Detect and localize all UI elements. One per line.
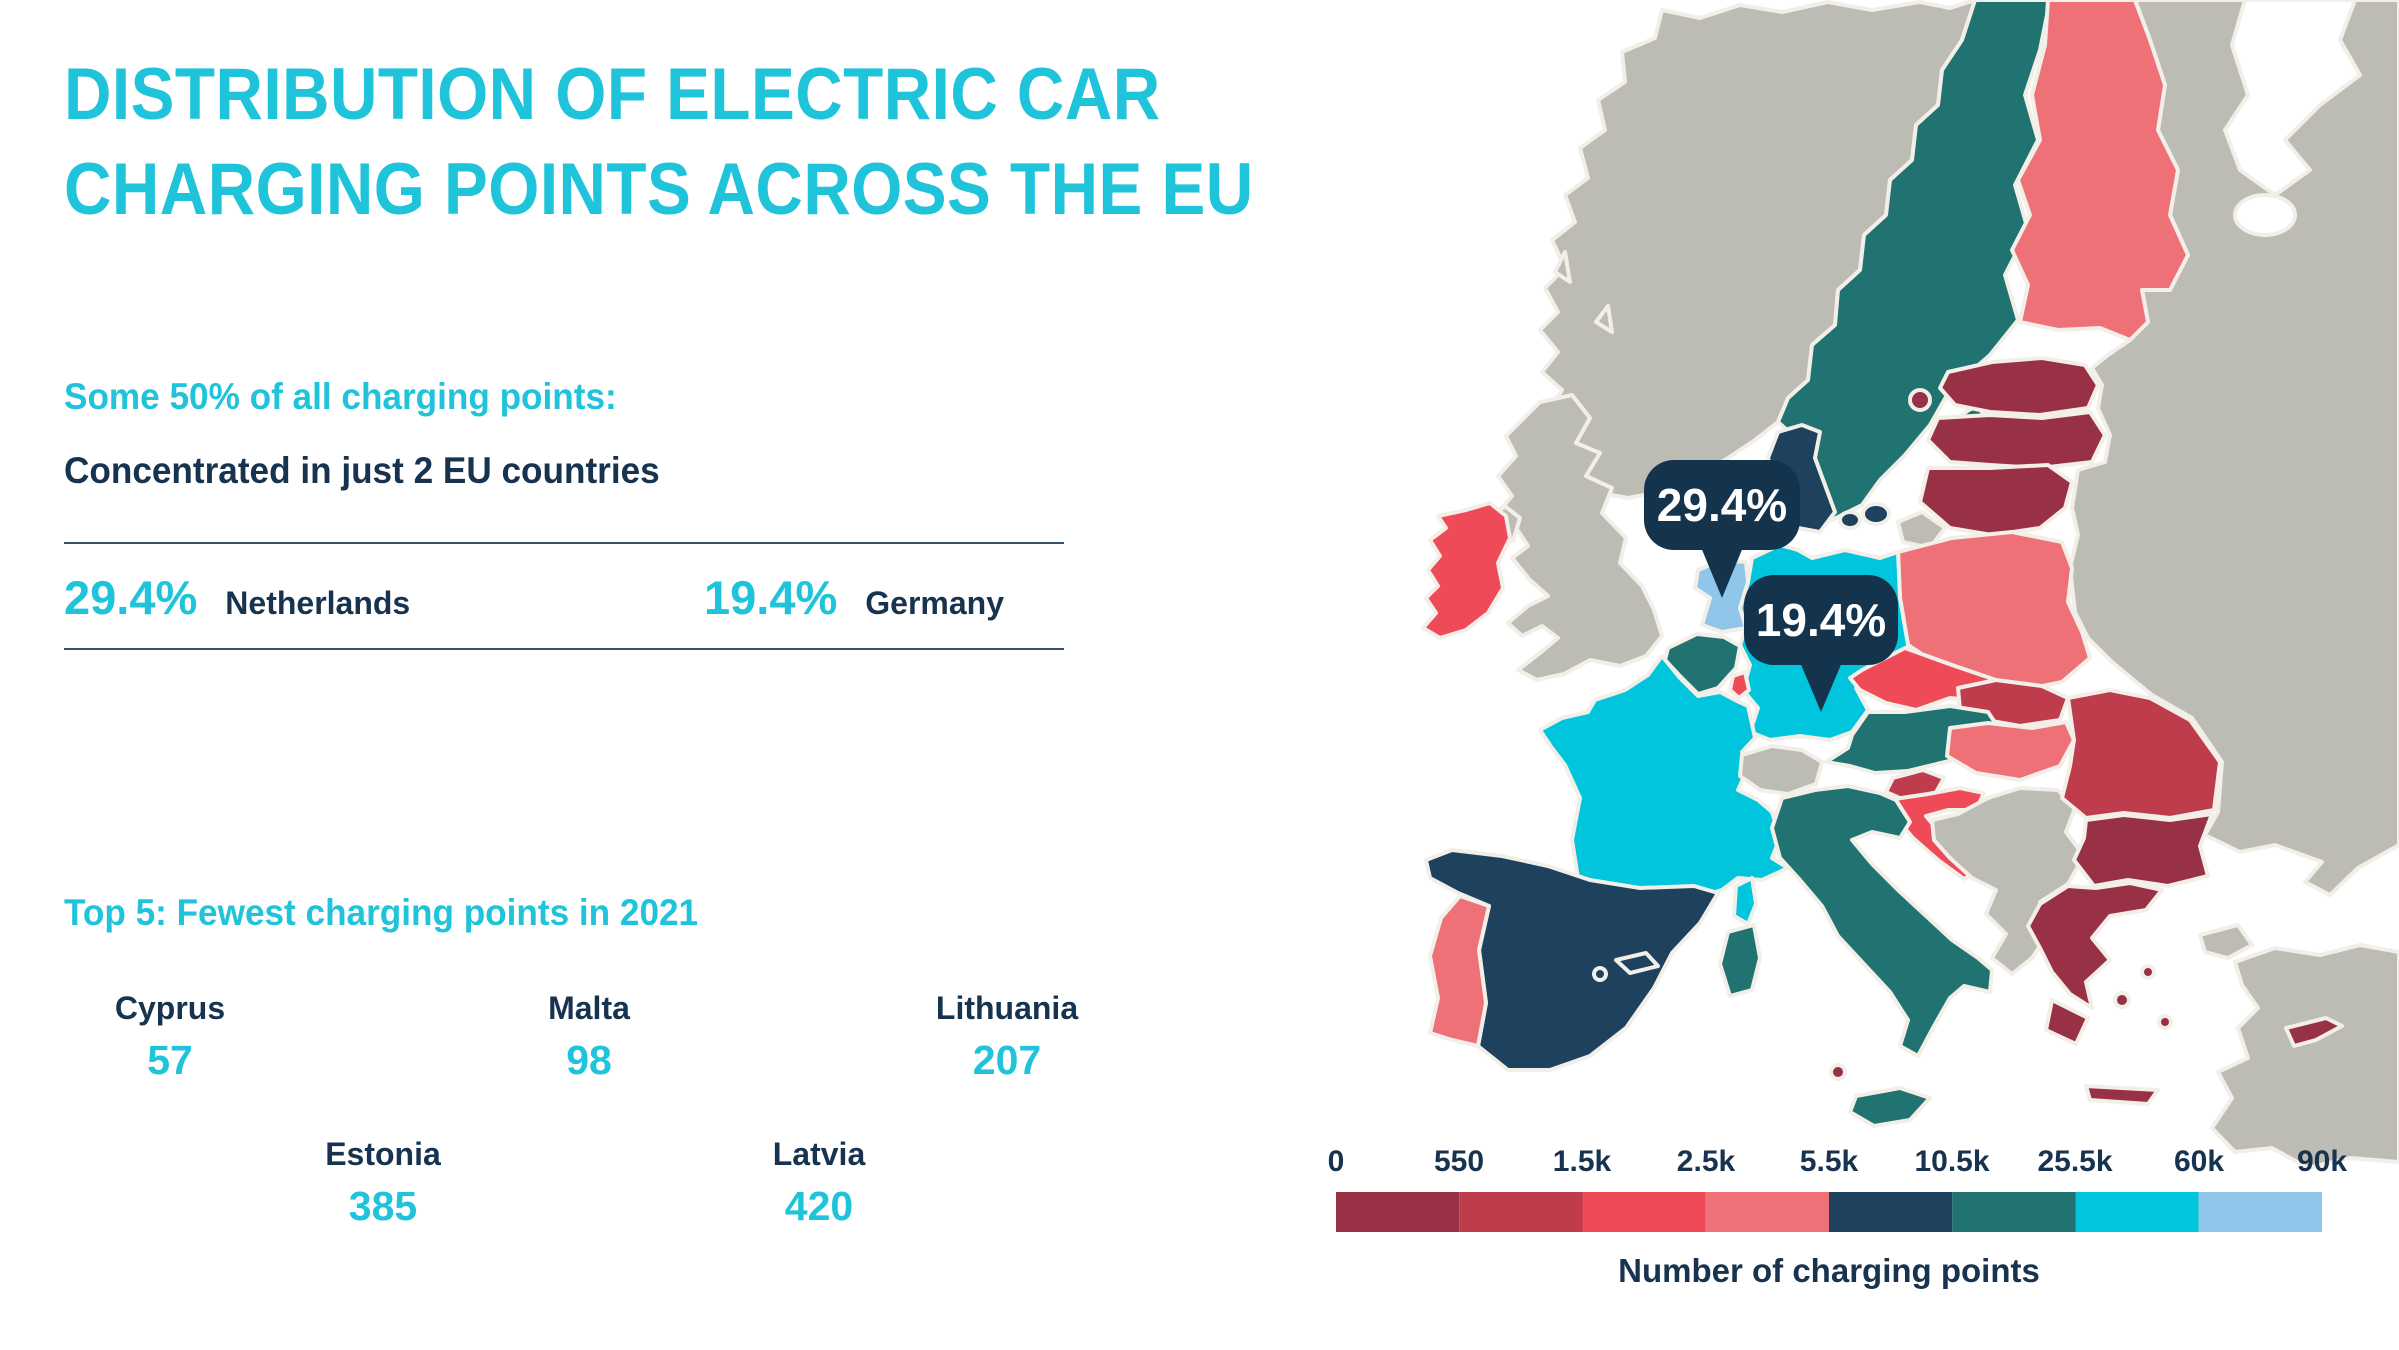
island-sardinia — [1718, 923, 1762, 998]
top5-item-cyprus: Cyprus 57 — [115, 990, 225, 1084]
callout-netherlands-label: 29.4% — [1657, 479, 1787, 531]
lake-ladoga — [2233, 193, 2297, 237]
top5-lithuania-value: 207 — [972, 1037, 1042, 1083]
region-turkish-thrace — [2198, 923, 2254, 960]
legend-tick-90k: 90k — [2296, 1145, 2348, 1178]
top5-malta-name: Malta — [548, 990, 630, 1026]
country-bulgaria — [2072, 812, 2214, 888]
callout-germany-tail — [1797, 655, 1845, 712]
legend-seg-1 — [1336, 1192, 1460, 1232]
legend-tick-550: 550 — [1433, 1145, 1485, 1178]
island-corsica — [1732, 876, 1758, 926]
top5-latvia-value: 420 — [784, 1183, 854, 1229]
top5-title: Top 5: Fewest charging points in 2021 — [64, 892, 699, 933]
country-portugal — [1428, 894, 1491, 1048]
page-title-line1: DISTRIBUTION OF ELECTRIC CAR — [64, 54, 1161, 135]
top5-item-malta: Malta 98 — [548, 990, 630, 1084]
legend-seg-5 — [1829, 1192, 1953, 1232]
country-italy — [1770, 784, 1994, 1058]
island-sicily — [1848, 1086, 1932, 1128]
greek-island-2 — [2140, 964, 2156, 980]
legend-tick-10-5k: 10.5k — [1914, 1145, 1990, 1178]
stat-netherlands: 29.4% Netherlands — [64, 570, 410, 625]
top5-cyprus-value: 57 — [147, 1037, 193, 1083]
top5-item-latvia: Latvia 420 — [773, 1136, 865, 1230]
page-title: DISTRIBUTION OF ELECTRIC CAR CHARGING PO… — [64, 48, 1254, 238]
top5-cyprus-name: Cyprus — [114, 990, 226, 1026]
country-cyprus — [2284, 1016, 2344, 1048]
island-crete — [2084, 1084, 2160, 1106]
country-greece — [2026, 881, 2164, 1010]
top5-item-estonia: Estonia 385 — [325, 1136, 441, 1230]
stat-netherlands-value: 29.4% — [64, 571, 198, 624]
island-saaremaa — [1908, 388, 1932, 412]
greek-island-3 — [2157, 1014, 2173, 1030]
stat-netherlands-label: Netherlands — [225, 585, 411, 621]
top5-malta-value: 98 — [566, 1037, 612, 1083]
country-malta — [1829, 1063, 1847, 1081]
legend-seg-7 — [2075, 1192, 2199, 1232]
legend-tick-2-5k: 2.5k — [1676, 1145, 1736, 1178]
legend-caption: Number of charging points — [1618, 1252, 2040, 1289]
country-lithuania — [1918, 463, 2074, 537]
divider-top — [64, 542, 1064, 544]
page-title-line2: CHARGING POINTS ACROSS THE EU — [64, 148, 1254, 230]
highlight-lead: Some 50% of all charging points: — [64, 376, 617, 417]
islands-shetland — [1553, 250, 1614, 334]
legend-seg-6 — [1952, 1192, 2076, 1232]
legend-seg-2 — [1459, 1192, 1583, 1232]
top5-estonia-name: Estonia — [325, 1136, 441, 1172]
legend-seg-8 — [2198, 1192, 2322, 1232]
legend-color-bar — [1336, 1192, 2322, 1232]
callout-germany-label: 19.4% — [1756, 594, 1886, 646]
highlight-subtitle: Concentrated in just 2 EU countries — [64, 450, 660, 491]
country-ireland — [1421, 501, 1512, 640]
legend-tick-25-5k: 25.5k — [2037, 1145, 2113, 1178]
danish-island-fyn — [1838, 510, 1862, 530]
top5-item-lithuania: Lithuania 207 — [936, 990, 1078, 1084]
region-peloponnese — [2044, 998, 2090, 1046]
country-luxembourg — [1728, 670, 1751, 700]
legend-seg-4 — [1705, 1192, 1829, 1232]
divider-bottom — [64, 648, 1064, 650]
danish-island-zealand — [1861, 502, 1891, 526]
legend-tick-1-5k: 1.5k — [1552, 1145, 1612, 1178]
legend-tick-0: 0 — [1327, 1145, 1345, 1178]
country-latvia — [1926, 410, 2107, 470]
top5-estonia-value: 385 — [348, 1183, 418, 1229]
greek-island-1 — [2113, 991, 2131, 1009]
stat-germany-value: 19.4% — [704, 571, 838, 624]
callout-germany-bubble — [1744, 575, 1898, 665]
callout-netherlands-bubble — [1644, 460, 1800, 550]
callout-netherlands-tail — [1698, 540, 1746, 598]
callout-germany: 19.4% — [1744, 575, 1898, 712]
legend-tick-5-5k: 5.5k — [1799, 1145, 1859, 1178]
white-sea-inlet — [2223, 0, 2362, 197]
island-ibiza — [1592, 966, 1608, 982]
legend-seg-3 — [1582, 1192, 1706, 1232]
country-switzerland — [1738, 744, 1824, 796]
callout-netherlands: 29.4% — [1644, 460, 1800, 598]
country-finland — [2010, 0, 2190, 342]
country-france — [1538, 654, 1790, 904]
country-turkey — [2210, 943, 2399, 1170]
stat-germany-label: Germany — [865, 585, 1005, 621]
country-estonia — [1938, 356, 2100, 417]
legend-tick-60k: 60k — [2173, 1145, 2225, 1178]
top5-latvia-name: Latvia — [772, 1136, 866, 1172]
country-hungary — [1945, 720, 2076, 782]
region-kaliningrad — [1896, 510, 1947, 550]
top5-lithuania-name: Lithuania — [935, 990, 1079, 1026]
stat-germany: 19.4% Germany — [704, 570, 1004, 625]
islands-balearic — [1614, 951, 1660, 975]
